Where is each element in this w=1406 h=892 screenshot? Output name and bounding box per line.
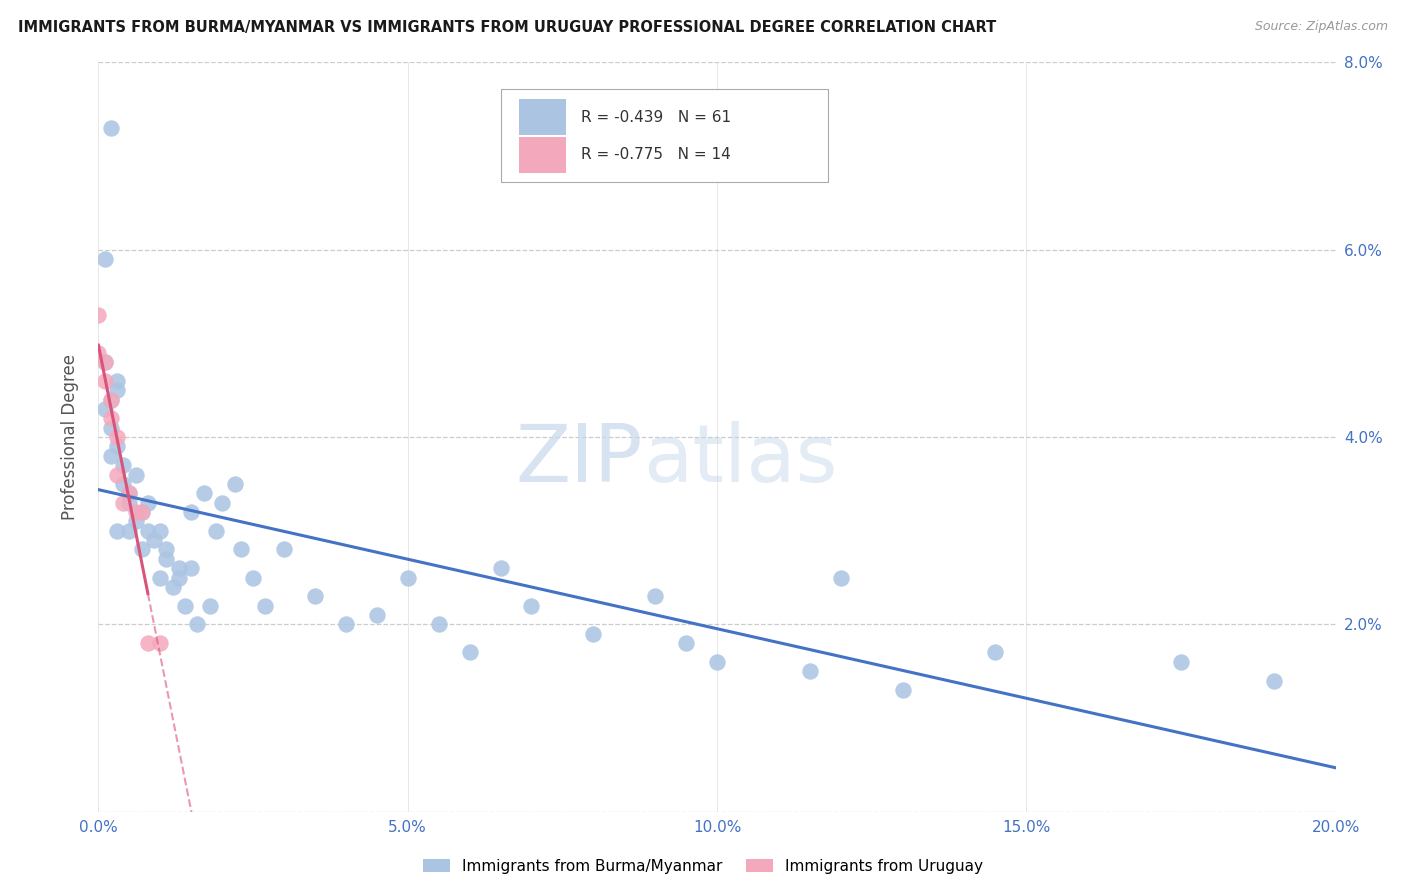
Point — [149, 636, 172, 650]
Text: R = -0.775   N = 14: R = -0.775 N = 14 — [581, 147, 731, 162]
Point — [1170, 655, 1192, 669]
Text: atlas: atlas — [643, 420, 837, 499]
Text: Source: ZipAtlas.com: Source: ZipAtlas.com — [1254, 20, 1388, 33]
Point — [891, 683, 914, 698]
Point — [105, 384, 128, 398]
Point — [224, 476, 246, 491]
Point — [706, 655, 728, 669]
Point — [427, 617, 450, 632]
Point — [105, 467, 128, 482]
Point — [304, 590, 326, 604]
Text: IMMIGRANTS FROM BURMA/MYANMAR VS IMMIGRANTS FROM URUGUAY PROFESSIONAL DEGREE COR: IMMIGRANTS FROM BURMA/MYANMAR VS IMMIGRA… — [18, 20, 997, 35]
Point — [799, 664, 821, 679]
Point — [131, 505, 153, 519]
Point — [155, 551, 177, 566]
Point — [124, 467, 146, 482]
Point — [105, 440, 128, 454]
Point — [167, 561, 190, 575]
Y-axis label: Professional Degree: Professional Degree — [60, 354, 79, 520]
Legend: Immigrants from Burma/Myanmar, Immigrants from Uruguay: Immigrants from Burma/Myanmar, Immigrant… — [416, 853, 990, 880]
Point — [87, 345, 110, 359]
Point — [830, 571, 852, 585]
Point — [205, 524, 228, 538]
Point — [143, 533, 166, 547]
Point — [112, 495, 135, 509]
Point — [167, 571, 190, 585]
Point — [211, 495, 233, 509]
Point — [136, 636, 159, 650]
Point — [112, 476, 135, 491]
Point — [100, 121, 122, 136]
Point — [984, 646, 1007, 660]
Point — [644, 590, 666, 604]
Point — [105, 374, 128, 388]
Point — [124, 505, 146, 519]
Point — [93, 355, 115, 369]
Point — [396, 571, 419, 585]
Point — [520, 599, 543, 613]
Point — [131, 505, 153, 519]
Point — [186, 617, 208, 632]
Point — [489, 561, 512, 575]
Point — [162, 580, 184, 594]
Point — [149, 571, 172, 585]
Point — [131, 542, 153, 557]
Point — [366, 608, 388, 623]
Point — [675, 636, 697, 650]
Point — [100, 392, 122, 407]
Point — [93, 252, 115, 267]
Point — [335, 617, 357, 632]
Text: ZIP: ZIP — [516, 420, 643, 499]
Point — [105, 524, 128, 538]
Point — [112, 458, 135, 473]
Point — [118, 495, 141, 509]
Point — [180, 561, 202, 575]
Point — [193, 486, 215, 500]
Point — [93, 402, 115, 417]
Point — [93, 355, 115, 369]
FancyBboxPatch shape — [519, 99, 567, 135]
Point — [149, 524, 172, 538]
Point — [100, 392, 122, 407]
Point — [124, 514, 146, 528]
Point — [100, 449, 122, 463]
Point — [180, 505, 202, 519]
Point — [118, 486, 141, 500]
Point — [105, 430, 128, 444]
Point — [155, 542, 177, 557]
Point — [273, 542, 295, 557]
FancyBboxPatch shape — [501, 88, 828, 182]
FancyBboxPatch shape — [519, 136, 567, 172]
Point — [118, 524, 141, 538]
Text: R = -0.439   N = 61: R = -0.439 N = 61 — [581, 110, 731, 125]
Point — [242, 571, 264, 585]
Point — [1263, 673, 1285, 688]
Point — [100, 420, 122, 434]
Point — [136, 524, 159, 538]
Point — [458, 646, 481, 660]
Point — [174, 599, 197, 613]
Point — [229, 542, 252, 557]
Point — [582, 626, 605, 640]
Point — [87, 309, 110, 323]
Point — [93, 374, 115, 388]
Point — [198, 599, 221, 613]
Point — [254, 599, 277, 613]
Point — [100, 411, 122, 425]
Point — [118, 486, 141, 500]
Point — [136, 495, 159, 509]
